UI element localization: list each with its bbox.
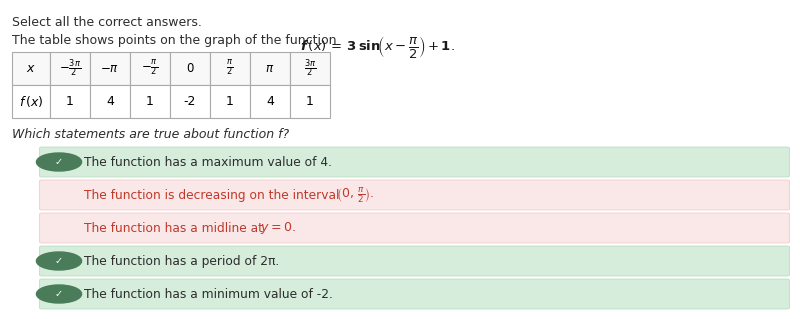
Text: $\boldsymbol{f}\,(x)\,=\,\mathbf{3\,sin}\!\left(x - \dfrac{\pi}{2}\right) + \mat: $\boldsymbol{f}\,(x)\,=\,\mathbf{3\,sin}… [300, 34, 455, 60]
Text: -2: -2 [184, 95, 196, 108]
Text: 1: 1 [146, 95, 154, 108]
Text: The function has a midline at: The function has a midline at [84, 221, 267, 234]
FancyBboxPatch shape [39, 246, 790, 276]
Text: 4: 4 [266, 95, 274, 108]
Text: $\pi$: $\pi$ [266, 62, 274, 75]
Text: $-\frac{\pi}{2}$: $-\frac{\pi}{2}$ [142, 59, 158, 78]
Bar [210, 85, 250, 118]
Bar [290, 85, 330, 118]
Bar [170, 52, 210, 85]
Bar [210, 52, 250, 85]
Text: $\frac{3\pi}{2}$: $\frac{3\pi}{2}$ [304, 58, 316, 79]
Text: The table shows points on the graph of the function: The table shows points on the graph of t… [12, 34, 341, 47]
Bar [50, 52, 90, 85]
Text: 1: 1 [66, 95, 74, 108]
Bar [170, 85, 210, 118]
Text: ✓: ✓ [55, 289, 63, 299]
Text: The function has a maximum value of 4.: The function has a maximum value of 4. [84, 155, 332, 168]
Text: $\frac{\pi}{2}$: $\frac{\pi}{2}$ [226, 59, 234, 78]
Text: 1: 1 [226, 95, 234, 108]
Bar [90, 85, 130, 118]
FancyBboxPatch shape [39, 147, 790, 177]
Circle shape [37, 252, 82, 270]
Bar [290, 52, 330, 85]
Text: $x$: $x$ [26, 62, 36, 75]
FancyBboxPatch shape [39, 279, 790, 309]
Text: Which statements are true about function f?: Which statements are true about function… [12, 128, 289, 141]
Text: $y = 0.$: $y = 0.$ [259, 220, 295, 236]
Bar [130, 85, 170, 118]
Bar [12, 85, 50, 118]
Text: $\left(0,\,\frac{\pi}{2}\right).$: $\left(0,\,\frac{\pi}{2}\right).$ [335, 185, 374, 205]
Text: The function has a period of 2π.: The function has a period of 2π. [84, 255, 279, 268]
Circle shape [37, 285, 82, 303]
Bar [12, 52, 50, 85]
Text: 4: 4 [106, 95, 114, 108]
Text: ✓: ✓ [55, 256, 63, 266]
Text: Select all the correct answers.: Select all the correct answers. [12, 16, 202, 29]
Text: $f\,(x)$: $f\,(x)$ [18, 94, 43, 109]
Text: The function is decreasing on the interval: The function is decreasing on the interv… [84, 189, 343, 202]
Text: ✓: ✓ [55, 157, 63, 167]
Text: $0$: $0$ [186, 62, 194, 75]
Bar [250, 52, 290, 85]
Text: 1: 1 [306, 95, 314, 108]
Text: The function has a minimum value of -2.: The function has a minimum value of -2. [84, 287, 333, 300]
Bar [50, 85, 90, 118]
Text: $-\pi$: $-\pi$ [101, 62, 119, 75]
Bar [90, 52, 130, 85]
Text: $-\frac{3\pi}{2}$: $-\frac{3\pi}{2}$ [59, 58, 81, 79]
Bar [250, 85, 290, 118]
Bar [130, 52, 170, 85]
FancyBboxPatch shape [39, 180, 790, 210]
FancyBboxPatch shape [39, 213, 790, 243]
Circle shape [37, 153, 82, 171]
